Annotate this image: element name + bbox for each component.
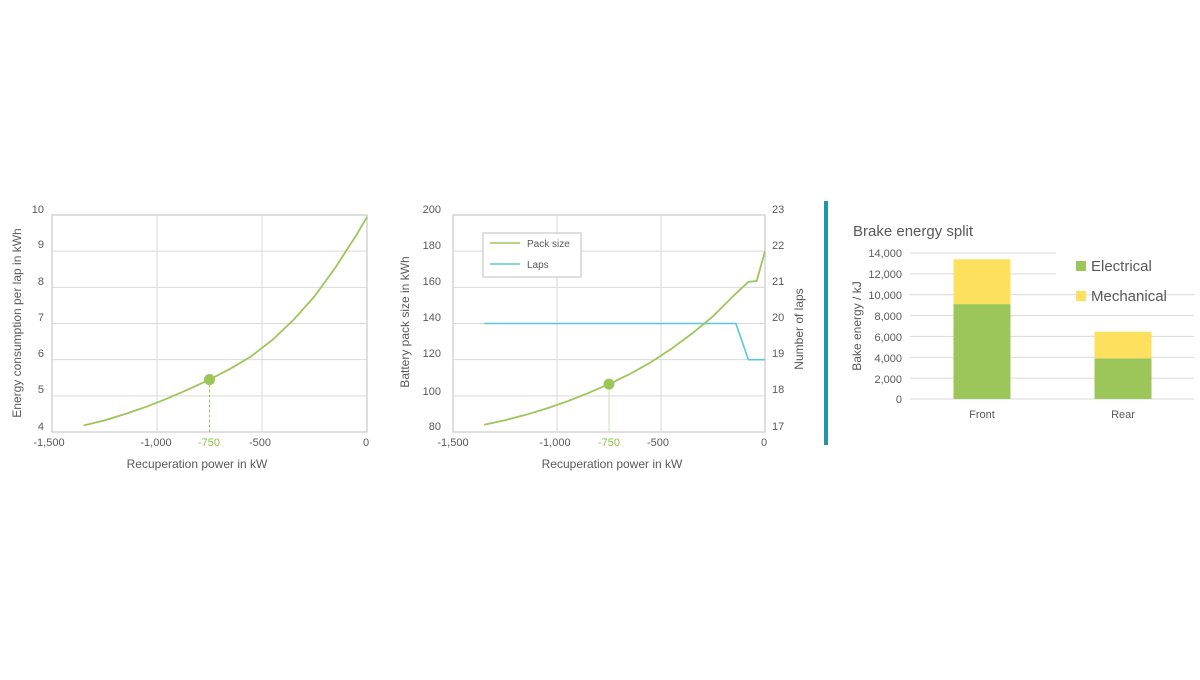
chart1-x-ticks: -1,500 -1,000 -750 -500 0: [33, 437, 369, 449]
chart2-y-axis-title: Battery pack size in kWh: [398, 256, 412, 387]
legend-label-pack-size: Pack size: [527, 239, 570, 250]
chart-3: Brake energy split 14,000 12,000 10,000 …: [850, 223, 1194, 421]
chart3-y-tick: 0: [896, 394, 902, 406]
legend-label-mechanical: Mechanical: [1091, 288, 1167, 305]
chart2-x-tick: -1,500: [437, 437, 468, 449]
chart2-y-tick: 140: [423, 312, 441, 324]
chart3-y-tick: 8,000: [874, 311, 902, 323]
legend-label-electrical: Electrical: [1091, 258, 1152, 275]
chart3-y-tick: 10,000: [868, 290, 902, 302]
chart1-y-tick: 10: [32, 204, 44, 216]
section-divider: [824, 201, 828, 445]
chart3-x-tick: Rear: [1111, 409, 1135, 421]
chart1-y-tick: 6: [38, 348, 44, 360]
chart2-y2-tick: 20: [772, 312, 784, 324]
chart2-x-axis-title: Recuperation power in kW: [542, 457, 683, 471]
chart1-x-tick: -1,000: [140, 437, 171, 449]
chart1-x-tick: -500: [249, 437, 271, 449]
bar-front-electrical: [953, 304, 1011, 399]
chart2-y2-tick: 21: [772, 276, 784, 288]
chart1-x-tick: -1,500: [33, 437, 64, 449]
bar-rear-electrical: [1094, 358, 1152, 399]
bar-front-mechanical: [953, 259, 1011, 305]
chart1-x-tick: 0: [363, 437, 369, 449]
chart1-y-tick: 5: [38, 384, 44, 396]
chart3-y-tick: 14,000: [868, 248, 902, 260]
chart2-y-tick: 200: [423, 204, 441, 216]
chart-1: 10 9 8 7 6 5 4 -1,500 -1,000 -750 -500 0…: [10, 204, 369, 471]
chart3-y-tick: 2,000: [874, 374, 902, 386]
chart-2: 200 180 160 140 120 100 80 23 22 21 20 1…: [398, 204, 806, 471]
chart1-marker-point: [204, 374, 215, 386]
chart2-y-tick: 180: [423, 240, 441, 252]
chart1-x-axis-title: Recuperation power in kW: [127, 457, 268, 471]
chart2-x-tick: -1,000: [539, 437, 570, 449]
chart1-line-energy: [83, 216, 368, 427]
legend-label-laps: Laps: [527, 260, 549, 271]
chart2-line-pack-size: [484, 250, 766, 426]
bar-rear-mechanical: [1094, 331, 1152, 359]
chart1-y-tick: 4: [38, 421, 44, 433]
chart2-series: [484, 250, 766, 432]
legend-swatch-electrical: [1076, 261, 1086, 271]
chart1-y-axis-title: Energy consumption per lap in kWh: [10, 228, 24, 417]
chart1-x-tick-highlight: -750: [198, 437, 220, 449]
chart2-y-tick: 160: [423, 276, 441, 288]
chart2-y2-tick: 18: [772, 384, 784, 396]
chart3-bars: [953, 259, 1152, 399]
chart2-y2-tick: 17: [772, 421, 784, 433]
chart2-x-tick-highlight: -750: [598, 437, 620, 449]
chart1-y-tick: 9: [38, 239, 44, 251]
chart2-marker-point: [603, 378, 615, 390]
chart2-y-tick: 80: [429, 421, 441, 433]
chart3-y-axis-title: Bake energy / kJ: [850, 281, 864, 370]
chart2-y-ticks: 200 180 160 140 120 100 80: [423, 204, 441, 433]
chart2-y2-tick: 23: [772, 204, 784, 216]
chart1-y-tick: 7: [38, 312, 44, 324]
chart3-title: Brake energy split: [853, 223, 974, 240]
chart2-x-ticks: -1,500 -1,000 -750 -500 0: [437, 437, 767, 449]
chart2-x-tick: -500: [647, 437, 669, 449]
chart2-legend-box: [482, 232, 582, 278]
chart2-y2-tick: 22: [772, 240, 784, 252]
chart3-x-tick: Front: [969, 409, 995, 421]
chart3-y-tick: 6,000: [874, 332, 902, 344]
chart2-line-laps: [484, 322, 765, 361]
chart3-y-tick: 4,000: [874, 353, 902, 365]
chart1-y-ticks: 10 9 8 7 6 5 4: [32, 204, 44, 433]
chart2-y2-axis-title: Number of laps: [792, 288, 806, 369]
chart1-grid: [52, 215, 367, 432]
chart2-y2-ticks: 23 22 21 20 19 18 17: [772, 204, 784, 433]
chart2-y-tick: 100: [423, 386, 441, 398]
chart3-legend: Electrical Mechanical: [1076, 258, 1167, 305]
chart1-y-tick: 8: [38, 276, 44, 288]
chart2-y-tick: 120: [423, 348, 441, 360]
chart3-y-tick: 12,000: [868, 269, 902, 281]
chart3-y-ticks: 14,000 12,000 10,000 8,000 6,000 4,000 2…: [868, 248, 902, 406]
chart2-x-tick: 0: [761, 437, 767, 449]
chart1-series: [83, 216, 368, 432]
chart2-y2-tick: 19: [772, 348, 784, 360]
chart2-legend: Pack size Laps: [482, 232, 582, 278]
legend-swatch-mechanical: [1076, 291, 1086, 301]
